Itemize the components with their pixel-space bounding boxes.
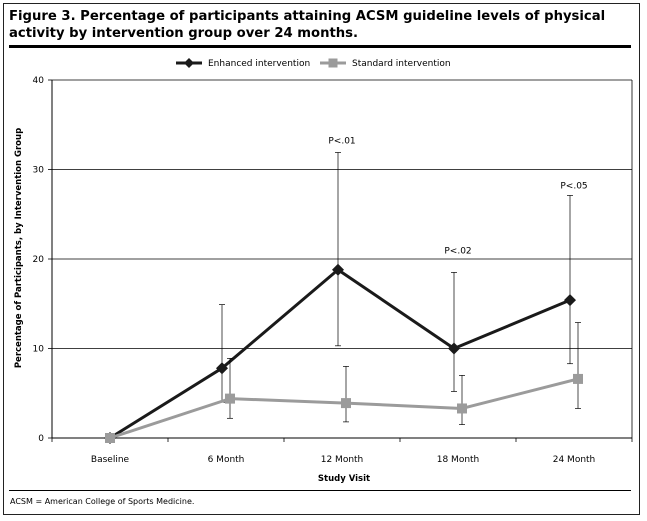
footnote-rule [9,490,631,491]
footnote: ACSM = American College of Sports Medici… [10,497,195,506]
data-point [225,393,235,404]
x-tick-label: Baseline [91,455,130,465]
data-point [105,433,115,443]
data-point [216,362,228,375]
legend-item-0: Enhanced intervention [176,58,310,69]
figure-title: Figure 3. Percentage of participants att… [9,9,606,41]
y-tick-label: 0 [38,434,44,444]
y-tick-label: 40 [33,76,45,86]
series-1 [105,322,583,443]
y-tick-label: 20 [33,255,45,265]
title-rule [9,45,631,48]
series-line [109,268,571,440]
p-value-annotation: P<.01 [328,137,355,147]
series-layer [104,152,583,444]
p-value-annotation: P<.05 [560,181,587,191]
legend-marker [328,58,338,68]
y-axis-label: Percentage of Participants, by Intervent… [14,128,24,368]
legend: Enhanced intervention Standard interventi… [176,58,451,69]
data-point [332,263,344,276]
x-tick-label: 18 Month [437,455,480,465]
data-point [457,403,467,414]
y-tick-label: 30 [33,166,45,176]
axes: 0 10 20 30 40 Baseline 6 Month 12 Month 18 Month… [33,76,633,465]
legend-label: Enhanced intervention [208,59,310,69]
p-value-annotation: P<.02 [444,247,471,257]
x-tick-label: 24 Month [553,455,596,465]
series-line [109,377,579,440]
annotations: P<.01 P<.02 P<.05 [328,137,587,257]
data-point [564,294,576,307]
x-axis-label: Study Visit [318,474,370,484]
data-point [573,373,583,384]
data-point [448,342,460,355]
legend-label: Standard intervention [352,59,451,69]
data-point [341,398,351,409]
series-0 [104,152,576,444]
y-tick-label: 10 [33,345,45,355]
x-tick-label: 12 Month [321,455,364,465]
legend-item-1: Standard intervention [320,58,451,69]
gridlines [52,79,632,349]
x-tick-label: 6 Month [208,455,245,465]
legend-marker [184,58,194,68]
